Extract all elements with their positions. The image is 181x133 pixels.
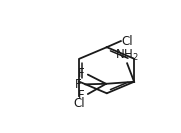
Text: Cl: Cl xyxy=(74,97,85,110)
Text: NH$_2$: NH$_2$ xyxy=(115,48,139,63)
Text: F: F xyxy=(78,66,84,80)
Text: F: F xyxy=(75,78,81,91)
Text: F: F xyxy=(78,89,84,102)
Text: Cl: Cl xyxy=(121,35,133,48)
